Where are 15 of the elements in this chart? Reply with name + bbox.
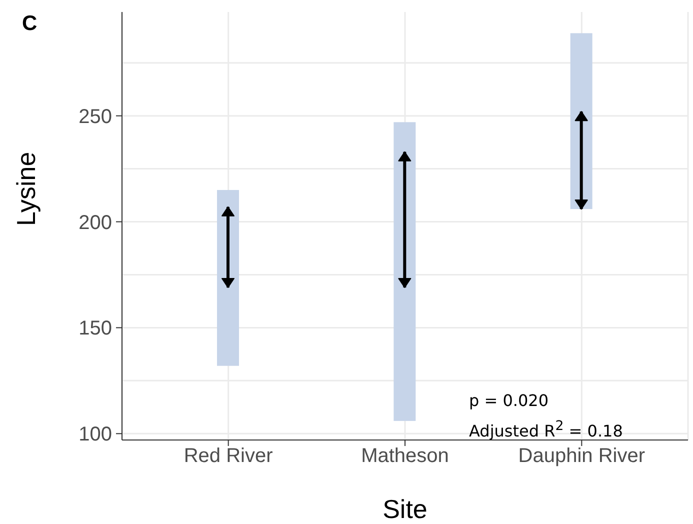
note-text: Adjusted R$^{2}$ = 0.18 xyxy=(469,418,623,442)
y-axis-title: Lysine xyxy=(11,152,42,226)
y-tick-label: 150 xyxy=(78,318,112,340)
bar xyxy=(217,190,239,366)
bar xyxy=(570,33,592,210)
chart-title: C xyxy=(22,12,38,36)
y-tick-label: 100 xyxy=(78,424,112,446)
x-tick-label: Dauphin River xyxy=(518,445,646,468)
x-tick-label: Matheson xyxy=(361,445,449,468)
y-tick-label: 200 xyxy=(78,212,112,234)
bar xyxy=(394,122,416,421)
x-axis-title: Site xyxy=(382,494,428,524)
x-tick-label: Red River xyxy=(184,445,274,468)
note-text: p = 0.020 xyxy=(469,390,550,412)
y-tick-label: 250 xyxy=(78,106,112,128)
